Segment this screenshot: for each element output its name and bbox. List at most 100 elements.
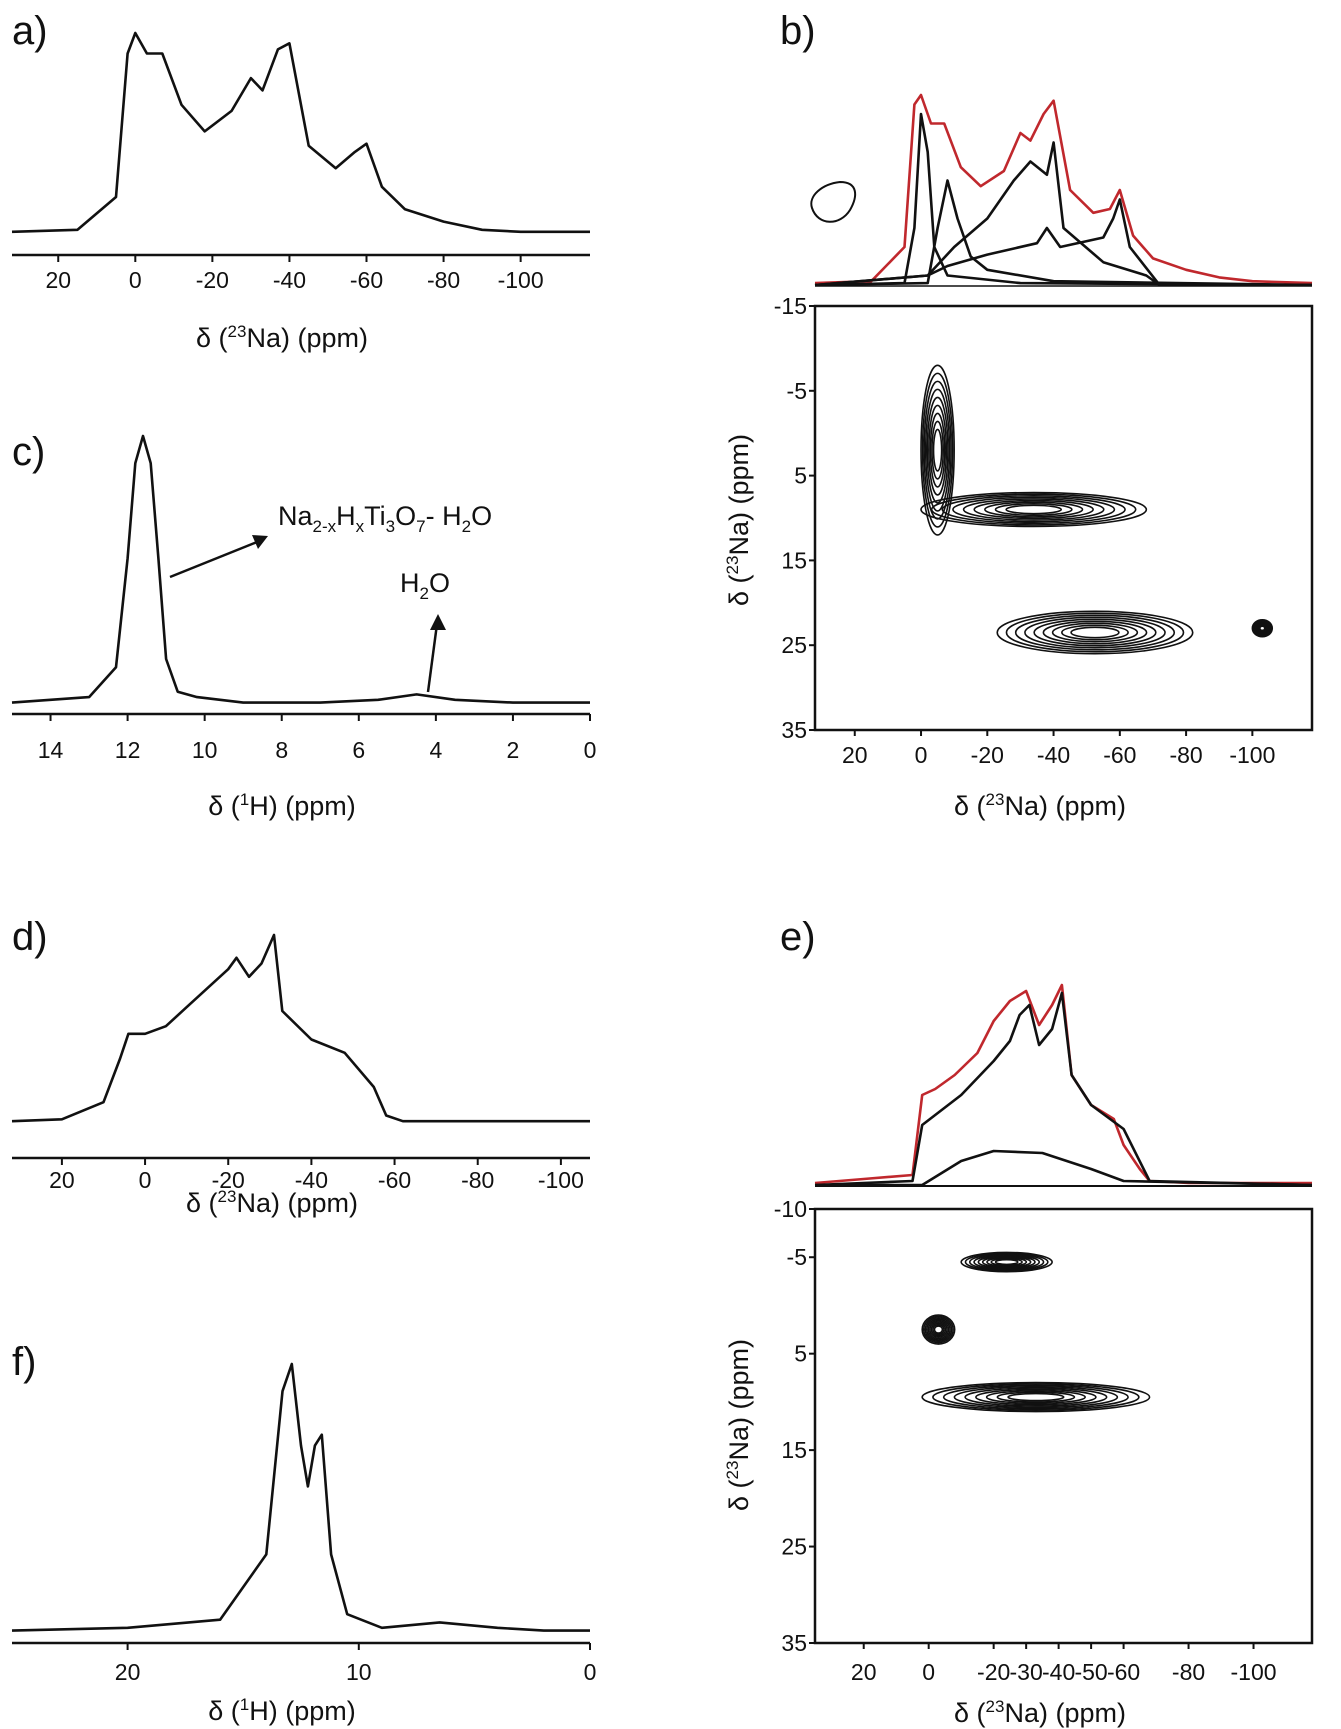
b2d-contour-1 bbox=[994, 502, 1073, 517]
b2d-contour-1 bbox=[930, 493, 1137, 526]
annotation-water: H2O bbox=[400, 568, 450, 603]
x-tick-label: 20 bbox=[851, 1659, 877, 1685]
b2d-contour-3 bbox=[1255, 622, 1270, 635]
x-tick-label: -50 bbox=[1074, 1659, 1107, 1685]
b2d-contour-3 bbox=[1254, 621, 1271, 636]
e2d-contour-2 bbox=[996, 1391, 1076, 1403]
x-tick-label: 20 bbox=[45, 267, 71, 293]
x-tick-label: -40 bbox=[1037, 742, 1070, 768]
panel-f-plot: 20 10 0 bbox=[11, 1362, 596, 1685]
x-tick-label: 0 bbox=[129, 267, 142, 293]
b2d-contour-1 bbox=[962, 498, 1105, 521]
b2d-contour-1 bbox=[973, 499, 1094, 520]
b2d-contour-3 bbox=[1257, 623, 1268, 633]
x-tick-label: 10 bbox=[346, 1659, 372, 1685]
b2d-contour-3 bbox=[1256, 622, 1269, 634]
a-series-0 bbox=[11, 31, 590, 234]
x-tick-label: 0 bbox=[915, 742, 928, 768]
x-tick-label: -60 bbox=[1103, 742, 1136, 768]
e2d-contour-2 bbox=[921, 1381, 1151, 1413]
e2d-contour-1 bbox=[933, 1325, 944, 1334]
e2d-contour-0 bbox=[986, 1257, 1028, 1268]
b2d-contour-3 bbox=[1253, 620, 1272, 636]
xlabel-c: δ (1H) (ppm) bbox=[208, 790, 356, 821]
b2d-contour-0 bbox=[931, 420, 945, 480]
x-tick-label: 2 bbox=[507, 737, 520, 763]
panel-d-plot: 20 0 -20 -40 -60 -80 -100 bbox=[11, 933, 590, 1193]
b2d-contour-1 bbox=[1005, 504, 1063, 515]
arrow-water bbox=[426, 623, 439, 693]
c-series-0 bbox=[11, 434, 590, 704]
x-tick-label: -100 bbox=[1231, 1659, 1277, 1685]
x-tick-label: -100 bbox=[1229, 742, 1275, 768]
e2d-contour-0 bbox=[964, 1252, 1049, 1272]
panel-b-2d: 20 0 -20 -40 -60 -80 -100 -15 -5 5 15 25 35 bbox=[774, 293, 1276, 768]
b2d-contour-2 bbox=[1005, 612, 1185, 653]
x-tick-label: -80 bbox=[1169, 742, 1202, 768]
panel-a-plot: 20 0 -20 -40 -60 -80 -100 bbox=[11, 31, 590, 293]
b2d-contour-2 bbox=[1070, 626, 1120, 639]
x-tick-label: -20 bbox=[971, 742, 1004, 768]
b2d-contour-3 bbox=[1252, 619, 1273, 637]
x-tick-label: -60 bbox=[350, 267, 383, 293]
x-tick-label: 4 bbox=[429, 737, 442, 763]
x-tick-label: -20 bbox=[212, 1167, 245, 1193]
y-tick-label: 5 bbox=[794, 1341, 807, 1367]
e2d-contour-2 bbox=[953, 1385, 1119, 1409]
b2d-contour-2 bbox=[1014, 614, 1176, 651]
e-series-2 bbox=[815, 1149, 1313, 1187]
arrow-water-head bbox=[430, 614, 446, 630]
x-tick-label: -100 bbox=[538, 1167, 584, 1193]
x-tick-label: 0 bbox=[584, 737, 597, 763]
x-tick-label: -20 bbox=[977, 1659, 1010, 1685]
b2d-contour-1 bbox=[984, 501, 1084, 518]
y-tick-label: 25 bbox=[781, 1534, 807, 1560]
x-tick-label: 14 bbox=[38, 737, 64, 763]
f-series-0 bbox=[11, 1362, 590, 1632]
b2d-contour-2 bbox=[1061, 624, 1129, 641]
x-tick-label: 0 bbox=[922, 1659, 935, 1685]
b2d-contour-0 bbox=[926, 396, 949, 504]
b-series-4 bbox=[814, 198, 1312, 287]
e2d-contour-0 bbox=[981, 1256, 1032, 1268]
e2d-contour-1 bbox=[927, 1319, 950, 1340]
panel-label-d: d) bbox=[12, 915, 48, 959]
b2d-contour-3 bbox=[1251, 618, 1274, 638]
b2d-contour-2 bbox=[1033, 618, 1157, 647]
b2d-contour-3 bbox=[1258, 624, 1267, 632]
x-tick-label: -30 bbox=[1010, 1659, 1043, 1685]
b2d-contour-0 bbox=[921, 372, 954, 528]
b-series-0 bbox=[814, 93, 1313, 285]
b2d-contour-0 bbox=[929, 412, 946, 488]
ylabel-e: δ (23Na) (ppm) bbox=[723, 1339, 754, 1511]
b2d-contour-2 bbox=[996, 610, 1194, 655]
b-projection-contour bbox=[810, 180, 857, 223]
panel-e-2d: 20 0 -20 -30 -40 -50 -60 -80 -100 -10 -5 5 15 25 35 bbox=[774, 1196, 1277, 1685]
x-tick-label: -60 bbox=[378, 1167, 411, 1193]
xlabel-f: δ (1H) (ppm) bbox=[208, 1695, 356, 1726]
b2d-contour-0 bbox=[928, 404, 948, 496]
e2d-contour-2 bbox=[932, 1383, 1140, 1411]
x-tick-label: -80 bbox=[1172, 1659, 1205, 1685]
ylabel-b: δ (23Na) (ppm) bbox=[723, 434, 754, 606]
e2d-contour-1 bbox=[932, 1323, 945, 1336]
y-tick-label: 5 bbox=[794, 463, 807, 489]
y-tick-label: -15 bbox=[774, 293, 807, 319]
y-tick-label: 15 bbox=[781, 547, 807, 573]
b-series-2 bbox=[814, 179, 1313, 287]
y-tick-label: 15 bbox=[781, 1437, 807, 1463]
x-tick-label: 6 bbox=[352, 737, 365, 763]
panel-label-f: f) bbox=[12, 1340, 36, 1384]
b-series-1 bbox=[814, 112, 1313, 287]
panel-e-projection bbox=[814, 983, 1313, 1187]
b2d-contour-1 bbox=[920, 491, 1148, 528]
b2d-contour-0 bbox=[932, 428, 943, 472]
e2d-contour-2 bbox=[942, 1384, 1129, 1410]
arrow-titanate bbox=[169, 538, 263, 579]
e2d-contour-1 bbox=[930, 1322, 947, 1337]
y-tick-label: 35 bbox=[781, 1630, 807, 1656]
annotation-titanate: Na2-xHxTi3O7- H2O bbox=[278, 501, 492, 536]
panel-label-e: e) bbox=[780, 915, 816, 959]
e2d-contour-0 bbox=[973, 1254, 1041, 1270]
